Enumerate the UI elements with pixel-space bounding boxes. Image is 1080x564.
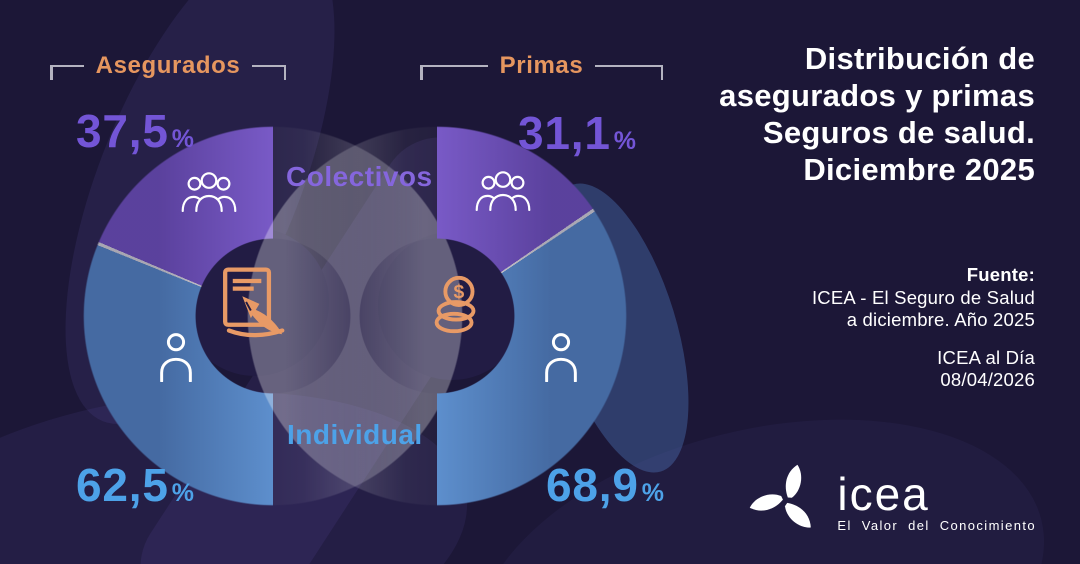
people-group-icon <box>180 168 238 219</box>
percent-value: 62,5 <box>76 459 169 511</box>
percent-value: 37,5 <box>76 105 169 157</box>
bulletin-date: 08/04/2026 <box>940 369 1035 390</box>
source-line: a diciembre. Año 2025 <box>846 309 1035 330</box>
brand-name: icea <box>837 467 930 520</box>
asegurados-individual-percent: 62,5 % <box>76 458 195 512</box>
percent-unit: % <box>613 127 637 155</box>
svg-text:$: $ <box>454 281 465 303</box>
title-line: Distribución de <box>804 41 1035 76</box>
colectivos-label: Colectivos <box>286 161 433 192</box>
logo-text: icea El Valor del Conocimiento <box>837 467 1036 533</box>
spacer <box>812 332 1035 347</box>
primas-bracket-label: Primas <box>499 52 584 79</box>
title-line: Diciembre 2025 <box>803 152 1035 187</box>
page-title: Distribución de asegurados y primas Segu… <box>719 40 1035 188</box>
source-block: Fuente: ICEA - El Seguro de Salud a dici… <box>812 264 1035 392</box>
source-line: ICEA - El Seguro de Salud <box>811 286 1035 308</box>
percent-unit: % <box>171 125 195 153</box>
icea-pinwheel-icon <box>747 461 825 544</box>
person-icon <box>157 332 195 387</box>
bracket-line <box>595 64 663 78</box>
people-group-icon <box>474 167 532 218</box>
bulletin-name: ICEA al Día <box>937 346 1035 368</box>
primas-bracket: Primas <box>420 52 663 80</box>
brand-tagline: El Valor del Conocimiento <box>837 517 1036 533</box>
percent-unit: % <box>171 479 195 507</box>
percent-value: 31,1 <box>518 107 611 159</box>
bracket-line <box>252 64 287 78</box>
percent-unit: % <box>641 479 665 507</box>
primas-donut-chart <box>247 126 627 506</box>
person-icon <box>542 332 580 387</box>
asegurados-bracket-label: Asegurados <box>95 52 241 79</box>
individual-label: Individual <box>287 419 423 450</box>
title-line: Seguros de salud. <box>762 115 1035 150</box>
asegurados-colectivos-percent: 37,5 % <box>76 104 195 158</box>
asegurados-bracket: Asegurados <box>50 52 287 80</box>
primas-colectivos-percent: 31,1 % <box>518 106 637 160</box>
contract-icon <box>206 262 290 345</box>
percent-value: 68,9 <box>546 459 639 511</box>
coins-icon: $ <box>424 272 490 345</box>
icea-logo: icea El Valor del Conocimiento <box>747 461 1036 544</box>
bracket-line <box>420 64 488 78</box>
title-line: asegurados y primas <box>719 78 1035 113</box>
bracket-line <box>50 64 84 78</box>
source-heading: Fuente: <box>966 264 1035 285</box>
primas-individual-percent: 68,9 % <box>546 458 665 512</box>
